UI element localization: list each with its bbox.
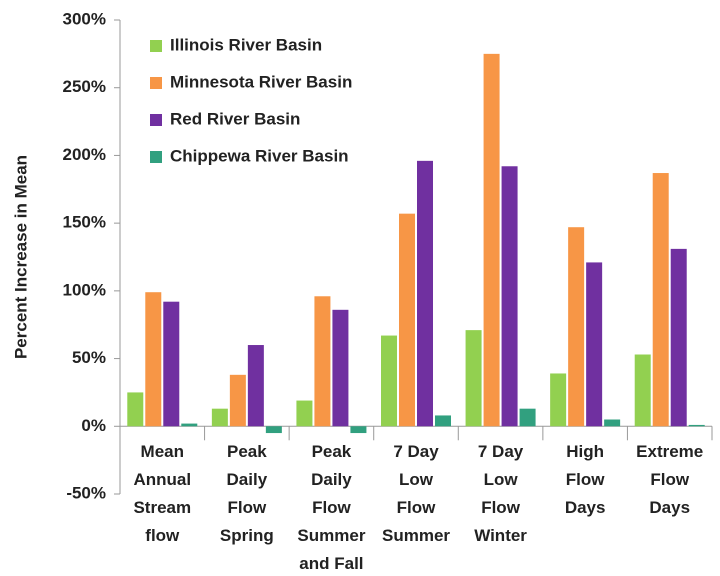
y-tick-label: -50% <box>66 483 106 502</box>
y-tick-label: 0% <box>81 416 106 435</box>
bar <box>163 301 180 427</box>
bar <box>399 213 415 427</box>
x-tick-label: Mean <box>141 442 184 461</box>
legend-label: Red River Basin <box>170 109 300 128</box>
y-tick-label: 50% <box>72 348 106 367</box>
x-tick-label: Flow <box>227 498 266 517</box>
x-tick-label: Summer <box>382 526 450 545</box>
y-axis-label: Percent Increase in Mean <box>11 155 30 359</box>
bar <box>265 426 282 434</box>
x-tick-label: Spring <box>220 526 274 545</box>
bar <box>247 345 264 427</box>
x-tick-label: Summer <box>297 526 365 545</box>
x-tick-label: Flow <box>312 498 351 517</box>
x-tick-label: High <box>566 442 604 461</box>
x-tick-label: Peak <box>312 442 352 461</box>
x-tick-label: Flow <box>566 470 605 489</box>
bar <box>127 392 144 427</box>
bar <box>181 423 198 427</box>
bar <box>314 296 331 427</box>
bar <box>652 173 669 427</box>
bar <box>634 354 651 427</box>
bar <box>145 292 162 427</box>
x-tick-label: Stream <box>133 498 191 517</box>
bar <box>604 419 621 427</box>
bar <box>296 400 313 427</box>
x-tick-label: Flow <box>397 498 436 517</box>
bar <box>501 166 518 427</box>
x-tick-label: Low <box>399 470 434 489</box>
x-tick-label: Annual <box>133 470 191 489</box>
x-tick-label: Winter <box>474 526 527 545</box>
bar <box>688 424 705 427</box>
x-tick-label: and Fall <box>299 554 363 573</box>
legend-swatch <box>150 114 162 126</box>
bar <box>381 335 397 427</box>
x-tick-label: Extreme <box>636 442 703 461</box>
legend-label: Illinois River Basin <box>170 35 322 54</box>
x-tick-label: Flow <box>481 498 520 517</box>
x-tick-label: Peak <box>227 442 267 461</box>
x-tick-label: Days <box>565 498 606 517</box>
y-tick-label: 100% <box>63 280 106 299</box>
bar <box>670 248 687 427</box>
legend-swatch <box>150 151 162 163</box>
x-tick-label: 7 Day <box>478 442 524 461</box>
bar <box>586 262 603 427</box>
x-tick-label: Days <box>649 498 690 517</box>
y-tick-label: 250% <box>63 77 106 96</box>
x-tick-label: flow <box>145 526 180 545</box>
x-tick-label: Daily <box>311 470 352 489</box>
bar <box>483 53 500 427</box>
bar <box>332 309 349 427</box>
x-tick-label: Low <box>484 470 519 489</box>
y-tick-label: 200% <box>63 145 106 164</box>
legend-label: Minnesota River Basin <box>170 72 352 91</box>
x-tick-label: 7 Day <box>393 442 439 461</box>
legend-swatch <box>150 77 162 89</box>
bar <box>519 408 536 427</box>
bar <box>568 227 585 427</box>
y-tick-label: 150% <box>63 213 106 232</box>
bar <box>229 374 246 427</box>
legend-label: Chippewa River Basin <box>170 146 349 165</box>
bar <box>435 415 451 427</box>
bar <box>211 408 228 427</box>
legend-swatch <box>150 40 162 52</box>
y-tick-label: 300% <box>63 9 106 28</box>
bar <box>417 160 433 427</box>
bar <box>350 426 367 434</box>
x-tick-label: Flow <box>650 470 689 489</box>
bar <box>465 330 482 427</box>
bar <box>550 373 567 427</box>
x-tick-label: Daily <box>227 470 268 489</box>
